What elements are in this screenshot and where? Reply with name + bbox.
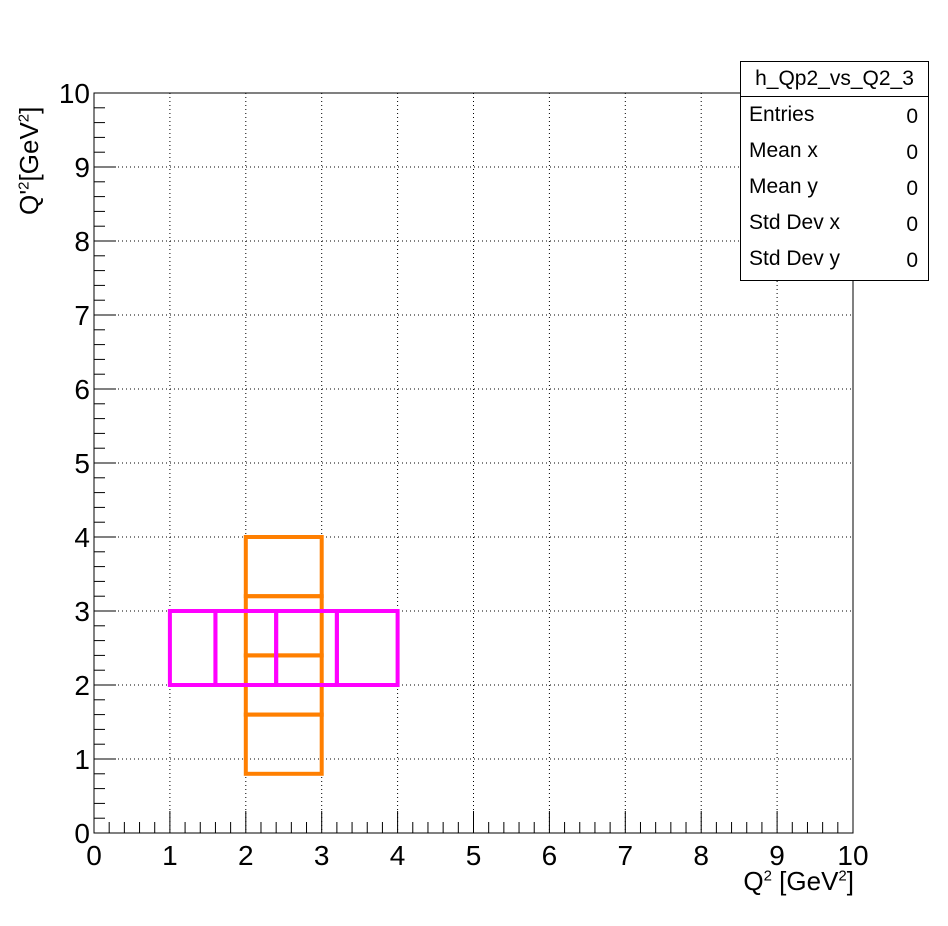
stats-value: 0 <box>906 213 918 236</box>
axis-ticks <box>93 92 854 834</box>
y-tick-label: 6 <box>74 374 90 405</box>
x-tick-label: 0 <box>86 840 102 871</box>
stats-value: 0 <box>906 249 918 272</box>
stats-value: 0 <box>906 177 918 200</box>
x-tick-label: 3 <box>314 840 330 871</box>
x-tick-label: 10 <box>837 840 868 871</box>
stats-box: h_Qp2_vs_Q2_3 Entries 0 Mean x 0 Mean y … <box>740 61 929 281</box>
histogram-bin-box <box>243 594 324 658</box>
histogram-bin-box <box>274 609 339 687</box>
stats-row-mean-y: Mean y 0 <box>741 169 928 205</box>
x-tick-label: 6 <box>542 840 558 871</box>
histogram-bin-box <box>243 712 324 776</box>
stats-label: Entries <box>749 103 815 126</box>
y-tick-label: 7 <box>74 300 90 331</box>
stats-row-entries: Entries 0 <box>741 97 928 133</box>
y-tick-label: 9 <box>74 152 90 183</box>
stats-row-mean-x: Mean x 0 <box>741 133 928 169</box>
stats-value: 0 <box>906 141 918 164</box>
x-tick-label: 7 <box>618 840 634 871</box>
stats-row-std-dev-y: Std Dev y 0 <box>741 241 928 277</box>
y-tick-label: 2 <box>74 670 90 701</box>
histogram-bin-box <box>334 609 400 687</box>
stats-label: Mean x <box>749 139 818 162</box>
y-tick-label: 5 <box>74 448 90 479</box>
stats-label: Std Dev x <box>749 211 841 234</box>
stats-value: 0 <box>906 105 918 128</box>
y-tick-label: 4 <box>74 522 90 553</box>
x-axis-title: Q2 [GeV2] <box>743 866 854 896</box>
x-tick-label: 2 <box>238 840 254 871</box>
stats-label: Std Dev y <box>749 247 841 270</box>
y-tick-label: 0 <box>74 818 90 849</box>
stats-row-std-dev-x: Std Dev x 0 <box>741 205 928 241</box>
y-tick-label: 3 <box>74 596 90 627</box>
y-tick-label: 8 <box>74 226 90 257</box>
histogram-boxes <box>167 535 400 776</box>
x-tick-label: 4 <box>390 840 406 871</box>
stats-title: h_Qp2_vs_Q2_3 <box>741 62 928 97</box>
x-tick-label: 8 <box>693 840 709 871</box>
histogram-bin-box <box>243 535 324 599</box>
y-axis-title: Q'2[GeV2] <box>14 106 44 215</box>
x-tick-label: 1 <box>162 840 178 871</box>
histogram-bin-box <box>167 609 218 687</box>
stats-label: Mean y <box>749 175 818 198</box>
x-tick-label: 5 <box>466 840 482 871</box>
y-tick-label: 10 <box>59 78 90 109</box>
tick-labels: 0 1 2 3 4 5 6 7 8 9 10 0 1 2 3 4 5 6 7 8 9 10 <box>59 78 869 871</box>
y-tick-label: 1 <box>74 744 90 775</box>
x-tick-label: 9 <box>769 840 785 871</box>
